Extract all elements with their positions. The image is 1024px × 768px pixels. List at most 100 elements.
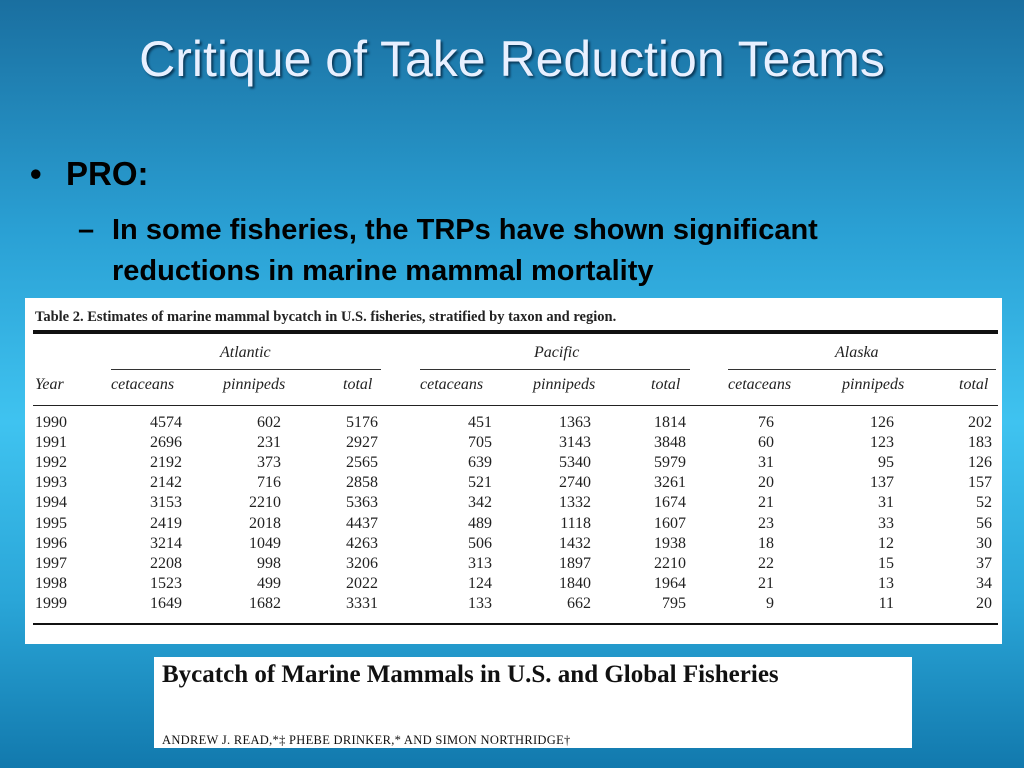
header-rule — [33, 405, 998, 406]
col-atl-total: total — [343, 376, 373, 393]
cell-atl-pinnipeds: 1049 — [249, 534, 281, 552]
cell-atl-cetaceans: 2419 — [150, 514, 182, 532]
region-rule-alaska — [728, 369, 996, 370]
cell-year: 1990 — [35, 414, 67, 431]
cell-atl-pinnipeds: 1682 — [249, 594, 281, 612]
cell-ak-pinnipeds: 12 — [878, 534, 894, 552]
cell-pac-pinnipeds: 1363 — [559, 414, 591, 431]
cell-pac-total: 1674 — [654, 494, 686, 512]
cell-pac-total: 1964 — [654, 574, 686, 592]
cell-pac-total: 3848 — [654, 434, 686, 452]
cell-atl-total: 4437 — [346, 514, 378, 532]
cell-pac-pinnipeds: 1840 — [559, 574, 591, 592]
cell-atl-pinnipeds: 2210 — [249, 494, 281, 512]
cell-pac-pinnipeds: 662 — [567, 594, 591, 612]
cell-atl-pinnipeds: 602 — [257, 414, 281, 431]
cell-atl-total: 5363 — [346, 494, 378, 512]
cell-ak-total: 37 — [976, 554, 992, 572]
col-atl-pinnipeds: pinnipeds — [223, 376, 286, 393]
cell-ak-total: 52 — [976, 494, 992, 512]
cell-pac-total: 2210 — [654, 554, 686, 572]
cell-ak-pinnipeds: 95 — [878, 454, 894, 472]
pro-label: PRO: — [66, 155, 149, 192]
region-atlantic: Atlantic — [220, 344, 271, 361]
col-atl-cetaceans: cetaceans — [111, 376, 175, 393]
cell-pac-cetaceans: 124 — [468, 574, 492, 592]
cell-atl-total: 2022 — [346, 574, 378, 592]
cell-pac-cetaceans: 705 — [468, 434, 492, 452]
cell-pac-pinnipeds: 1432 — [559, 534, 591, 552]
cell-ak-pinnipeds: 15 — [878, 554, 894, 572]
paper-reference: Bycatch of Marine Mammals in U.S. and Gl… — [154, 657, 912, 748]
cell-pac-total: 3261 — [654, 474, 686, 492]
cell-year: 1995 — [35, 514, 67, 532]
cell-ak-total: 56 — [976, 514, 992, 532]
cell-year: 1994 — [35, 494, 67, 512]
col-pac-cetaceans: cetaceans — [420, 376, 484, 393]
cell-ak-pinnipeds: 123 — [870, 434, 894, 452]
cell-ak-cetaceans: 18 — [758, 534, 774, 552]
cell-atl-pinnipeds: 2018 — [249, 514, 281, 532]
cell-ak-total: 183 — [968, 434, 992, 452]
sub-bullet-text: In some fisheries, the TRPs have shown s… — [112, 214, 818, 287]
cell-atl-pinnipeds: 716 — [257, 474, 281, 492]
bycatch-table: Table 2. Estimates of marine mammal byca… — [25, 298, 1002, 644]
cell-atl-cetaceans: 3153 — [150, 494, 182, 512]
pro-bullet: • PRO: — [30, 155, 149, 193]
col-ak-cetaceans: cetaceans — [728, 376, 792, 393]
cell-year: 1997 — [35, 554, 67, 572]
col-pac-total: total — [651, 376, 681, 393]
cell-atl-total: 4263 — [346, 534, 378, 552]
cell-pac-total: 5979 — [654, 454, 686, 472]
cell-ak-cetaceans: 21 — [758, 494, 774, 512]
cell-pac-pinnipeds: 1118 — [560, 514, 591, 532]
cell-atl-pinnipeds: 998 — [257, 554, 281, 572]
cell-pac-cetaceans: 133 — [468, 594, 492, 612]
cell-ak-total: 20 — [976, 594, 992, 612]
col-year: Year — [35, 376, 64, 393]
dash-marker: – — [78, 214, 95, 246]
cell-atl-total: 2565 — [346, 454, 378, 472]
cell-pac-pinnipeds: 5340 — [559, 454, 591, 472]
cell-ak-pinnipeds: 31 — [878, 494, 894, 512]
table-bottom-rule — [33, 623, 998, 625]
cell-pac-cetaceans: 342 — [468, 494, 492, 512]
sub-bullet: – In some fisheries, the TRPs have shown… — [78, 210, 968, 292]
cell-ak-total: 126 — [968, 454, 992, 472]
region-pacific: Pacific — [534, 344, 580, 361]
cell-atl-total: 3331 — [346, 594, 378, 612]
cell-year: 1992 — [35, 454, 67, 472]
cell-pac-cetaceans: 506 — [468, 534, 492, 552]
col-pac-pinnipeds: pinnipeds — [533, 376, 596, 393]
cell-atl-pinnipeds: 373 — [257, 454, 281, 472]
bullet-marker: • — [30, 155, 42, 192]
cell-atl-pinnipeds: 231 — [257, 434, 281, 452]
cell-ak-cetaceans: 31 — [758, 454, 774, 472]
paper-title: Bycatch of Marine Mammals in U.S. and Gl… — [162, 661, 779, 688]
cell-ak-pinnipeds: 11 — [878, 594, 894, 612]
cell-pac-cetaceans: 313 — [468, 554, 492, 572]
cell-atl-cetaceans: 3214 — [150, 534, 182, 552]
cell-year: 1991 — [35, 434, 67, 452]
cell-ak-pinnipeds: 13 — [878, 574, 894, 592]
cell-year: 1993 — [35, 474, 67, 492]
cell-atl-cetaceans: 2208 — [150, 554, 182, 572]
region-rule-pacific — [420, 369, 690, 370]
cell-atl-total: 3206 — [346, 554, 378, 572]
cell-pac-pinnipeds: 2740 — [559, 474, 591, 492]
cell-ak-cetaceans: 21 — [758, 574, 774, 592]
cell-pac-pinnipeds: 1897 — [559, 554, 591, 572]
cell-pac-pinnipeds: 3143 — [559, 434, 591, 452]
cell-atl-cetaceans: 2696 — [150, 434, 182, 452]
cell-ak-cetaceans: 20 — [758, 474, 774, 492]
cell-atl-cetaceans: 1523 — [150, 574, 182, 592]
cell-ak-pinnipeds: 33 — [878, 514, 894, 532]
table-caption: Table 2. Estimates of marine mammal byca… — [35, 309, 617, 325]
cell-year: 1998 — [35, 574, 67, 592]
cell-ak-total: 202 — [968, 414, 992, 431]
cell-ak-cetaceans: 22 — [758, 554, 774, 572]
cell-ak-cetaceans: 76 — [758, 414, 774, 431]
table-top-rule — [33, 330, 998, 334]
cell-pac-total: 1607 — [654, 514, 686, 532]
cell-ak-cetaceans: 9 — [766, 594, 774, 612]
